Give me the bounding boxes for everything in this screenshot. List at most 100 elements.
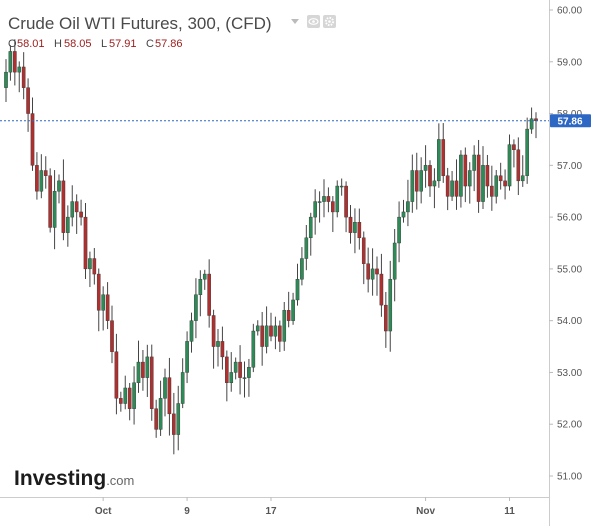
price-tick-label: 55.00 [557,264,582,275]
candle-body-up [247,367,251,378]
candle-body-up [437,139,441,182]
candle-body-down [490,185,494,197]
candle-body-up [242,377,247,379]
candle-body-down [167,377,172,415]
candle-body-down [105,294,110,321]
candle-body-up [202,273,207,280]
time-tick-label: 17 [265,506,277,517]
candle-body-down [269,325,273,337]
candle-body-down [331,201,335,213]
ohlc-open-key: O [8,38,17,50]
candle-body-down [211,315,216,347]
candle-body-up [322,196,326,202]
candle-body-down [503,180,507,187]
brand-suffix: .com [106,473,134,488]
candle-body-up [335,185,340,213]
last-price-tag: 57.86 [550,114,591,128]
chart-title: Crude Oil WTI Futures, 300, (CFD) [8,14,272,33]
candle-body-down [172,413,176,435]
candle-body-up [481,165,485,202]
candle-body-down [92,258,97,275]
candle-body-up [308,216,313,239]
candle-body-down [13,51,17,73]
candle-body-up [388,279,393,332]
ohlc-close-key: C [146,38,154,50]
candle-body-up [8,51,13,73]
chevron-down-icon[interactable] [291,19,299,24]
ohlc-high-value: 58.05 [64,38,92,50]
candle-body-up [70,201,75,218]
candle-body-down [286,310,291,321]
candle-body-up [525,128,529,176]
candle-body-down [119,398,123,404]
candle-body-up [57,180,61,192]
candle-body-down [79,211,83,218]
candle-body-down [326,196,331,202]
last-price-background [550,114,591,128]
candle-body-up [88,258,92,270]
candle-body-up [397,216,401,244]
candle-body-up [255,325,260,332]
candle-body-up [295,279,300,301]
ohlc-low-key: L [101,38,107,50]
candle-body-up [406,201,410,213]
candle-body-down [127,387,132,409]
candle-body-down [375,268,379,275]
candle-body-down [74,201,79,213]
candles [4,39,538,455]
candle-body-up [304,237,309,259]
candle-body-down [361,237,366,264]
candle-body-up [101,294,105,311]
candle-body-up [136,361,141,384]
candle-body-up [194,294,198,321]
candle-body-up [419,170,423,192]
gear-icon[interactable] [323,15,336,28]
candle-body-down [512,144,516,151]
price-tick-label: 53.00 [557,368,582,379]
candle-body-up [529,118,534,130]
time-axis: Oct 9 17 Nov 11 [95,497,515,517]
candle-body-down [48,175,52,228]
candle-body-up [189,320,194,342]
candle-body-up [52,191,57,228]
candle-body-up [432,180,437,187]
candle-body-down [278,325,282,342]
candle-body-up [4,71,8,88]
candle-body-down [83,216,88,270]
candle-body-up [66,216,70,233]
candle-body-down [379,273,384,306]
candle-body-up [17,66,22,73]
candle-body-down [61,180,66,233]
brand-name: Investing [14,467,106,490]
candle-body-down [445,175,450,197]
candle-body-up [185,341,189,373]
candle-body-up [520,175,525,182]
ohlc-open-value: 58.01 [17,38,45,50]
time-tick-label: 9 [184,506,190,517]
candle-body-down [114,351,119,399]
candle-body-up [198,279,203,295]
candle-body-down [366,263,370,280]
candle-body-up [123,387,128,404]
candle-body-down [485,165,490,187]
eye-icon[interactable] [307,15,320,28]
candle-body-down [30,113,35,166]
candle-body-down [414,170,419,192]
candle-body-down [260,325,264,347]
candle-body-up [339,185,344,188]
candle-body-down [348,216,353,233]
price-tick-label: 52.00 [557,420,582,431]
time-tick-label: Nov [416,506,435,517]
candle-body-down [357,222,362,239]
candle-body-down [154,408,158,430]
candle-body-up [353,222,357,233]
candle-body-down [344,185,348,218]
investing-logo: Investing.com [14,467,134,490]
ohlc-close-value: 57.86 [155,38,183,50]
candle-body-down [220,341,225,358]
candle-body-up [472,154,476,171]
candle-body-up [180,372,185,404]
candle-body-up [317,201,322,203]
